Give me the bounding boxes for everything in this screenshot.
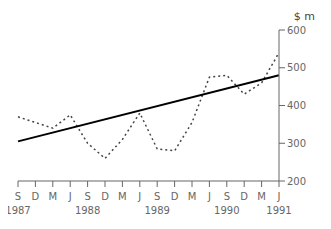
html-text:$ m: $ m [293, 10, 315, 23]
svg-text:S: S [84, 191, 90, 202]
svg-text:J: J [137, 191, 141, 202]
svg-text:J: J [68, 191, 72, 202]
svg-text:500: 500 [287, 62, 306, 73]
svg-text:M: M [257, 191, 266, 202]
svg-text:1988: 1988 [75, 205, 100, 216]
svg-text:S: S [224, 191, 230, 202]
svg-text:M: M [118, 191, 127, 202]
svg-text:S: S [154, 191, 160, 202]
svg-text:J: J [207, 191, 211, 202]
svg-text:400: 400 [287, 100, 306, 111]
svg-text:M: M [48, 191, 57, 202]
svg-text:600: 600 [287, 25, 306, 36]
svg-text:D: D [240, 191, 248, 202]
svg-text:D: D [101, 191, 109, 202]
svg-text:1989: 1989 [144, 205, 169, 216]
svg-text:M: M [188, 191, 197, 202]
svg-text:S: S [15, 191, 21, 202]
svg-text:D: D [171, 191, 179, 202]
svg-text:300: 300 [287, 138, 306, 149]
svg-text:D: D [32, 191, 40, 202]
svg-text:200: 200 [287, 176, 306, 187]
svg-text:1991: 1991 [266, 205, 291, 216]
svg-text:J: J [277, 191, 281, 202]
svg-text:1990: 1990 [214, 205, 239, 216]
svg-text:1987: 1987 [8, 205, 31, 216]
